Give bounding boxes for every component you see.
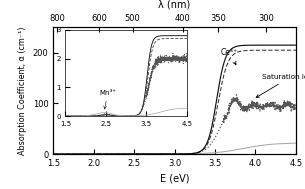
X-axis label: λ (nm): λ (nm) (159, 0, 191, 10)
Text: Ce³⁺: Ce³⁺ (221, 48, 238, 65)
X-axis label: E (eV): E (eV) (160, 174, 189, 184)
Text: Saturation level: Saturation level (256, 74, 305, 98)
Y-axis label: Absorption Coefficient, α (cm⁻¹): Absorption Coefficient, α (cm⁻¹) (18, 26, 27, 155)
